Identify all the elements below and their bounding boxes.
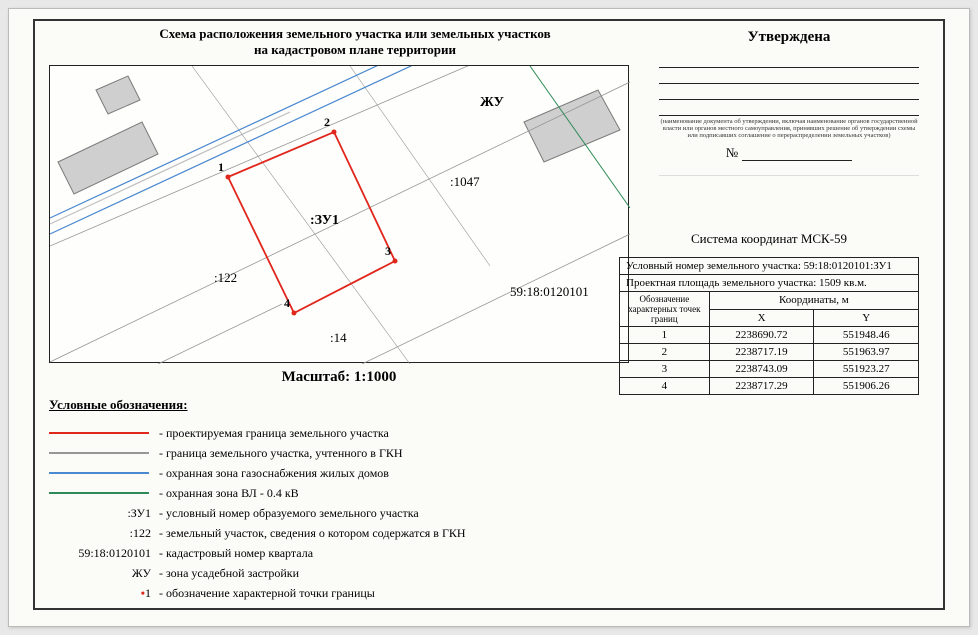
scanned-page: Схема расположения земельного участка ил… bbox=[8, 8, 970, 627]
legend-title: Условные обозначения: bbox=[49, 397, 919, 413]
table-row-conditional-number: Условный номер земельного участка: 59:18… bbox=[620, 258, 919, 275]
num-label: № bbox=[726, 145, 738, 160]
legend-item: - охранная зона ВЛ - 0.4 кВ bbox=[49, 483, 919, 503]
legend-item: •1- обозначение характерной точки границ… bbox=[49, 583, 919, 603]
legend: Условные обозначения: - проектируемая гр… bbox=[49, 397, 919, 603]
table-row: 32238743.09551923.27 bbox=[620, 361, 919, 378]
table-row: 22238717.19551963.97 bbox=[620, 344, 919, 361]
doc-number: № bbox=[659, 145, 919, 161]
svg-text:3: 3 bbox=[385, 244, 391, 258]
legend-item: :ЗУ1- условный номер образуемого земельн… bbox=[49, 503, 919, 523]
table-row: 42238717.29551906.26 bbox=[620, 378, 919, 395]
th-y: Y bbox=[814, 309, 919, 327]
signature-line bbox=[659, 54, 919, 68]
title-line-1: Схема расположения земельного участка ил… bbox=[159, 26, 550, 41]
svg-text:2: 2 bbox=[324, 115, 330, 129]
table-row: 12238690.72551948.46 bbox=[620, 327, 919, 344]
th-points: Обозначение характерных точек границ bbox=[620, 292, 710, 327]
signature-line bbox=[659, 102, 919, 116]
scale-label: Масштаб: 1:1000 bbox=[49, 369, 629, 386]
approval-footnote: (наименование документа об утверждении, … bbox=[659, 118, 919, 139]
svg-text:4: 4 bbox=[284, 296, 290, 310]
coordinate-system: Система координат МСК-59 bbox=[619, 231, 919, 247]
cadastral-map: 1 2 3 4 ЖУ :ЗУ1 :1047 :122 :14 59:18:012010… bbox=[49, 65, 629, 363]
parcel-label-static: :ЗУ1 bbox=[310, 213, 339, 228]
legend-item: - граница земельного участка, учтенного … bbox=[49, 443, 919, 463]
legend-item: ЖУ- зона усадебной застройки bbox=[49, 563, 919, 583]
outer-frame: Схема расположения земельного участка ил… bbox=[33, 19, 945, 610]
legend-item: - охранная зона газоснабжения жилых домо… bbox=[49, 463, 919, 483]
adj-1047: :1047 bbox=[450, 174, 480, 189]
adj-14: :14 bbox=[330, 330, 347, 345]
th-coords: Координаты, м bbox=[709, 292, 918, 310]
zone-label-static: ЖУ bbox=[480, 95, 504, 110]
title-line-2: на кадастровом плане территории bbox=[254, 42, 456, 57]
th-x: X bbox=[709, 309, 814, 327]
svg-text:1: 1 bbox=[218, 160, 224, 174]
context-buildings bbox=[58, 76, 620, 194]
table-row-area: Проектная площадь земельного участка: 15… bbox=[620, 275, 919, 292]
signature-line bbox=[659, 70, 919, 84]
legend-item: - проектируемая граница земельного участ… bbox=[49, 423, 919, 443]
approval-block: Утверждена (наименование документа об ут… bbox=[659, 29, 919, 176]
legend-item: 59:18:0120101- кадастровый номер квартал… bbox=[49, 543, 919, 563]
approved-heading: Утверждена bbox=[659, 29, 919, 46]
signature-line bbox=[659, 86, 919, 100]
num-underline bbox=[742, 160, 852, 161]
quarter-label-static: 59:18:0120101 bbox=[510, 284, 589, 299]
adj-122: :122 bbox=[214, 270, 237, 285]
coordinates-table: Условный номер земельного участка: 59:18… bbox=[619, 257, 919, 395]
legend-item: :122- земельный участок, сведения о кото… bbox=[49, 523, 919, 543]
document-title: Схема расположения земельного участка ил… bbox=[95, 26, 615, 59]
